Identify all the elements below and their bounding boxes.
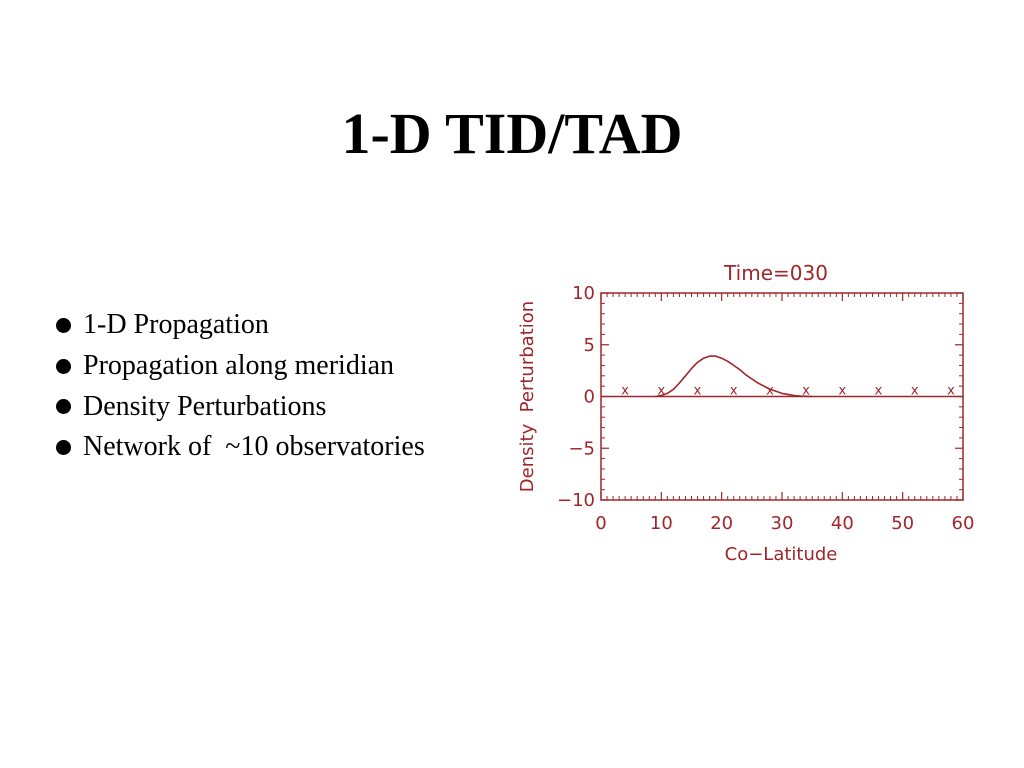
y-tick-label: −10: [557, 490, 595, 511]
x-tick-label: 40: [831, 513, 854, 534]
observatory-marker: x: [947, 383, 955, 398]
y-tick-label: 5: [584, 335, 595, 356]
x-tick-label: 60: [952, 513, 975, 534]
y-tick-label: 10: [572, 283, 595, 304]
bullet-dot-icon: [56, 399, 71, 415]
x-tick-label: 10: [650, 513, 673, 534]
y-tick-label: 0: [584, 387, 595, 408]
x-tick-label: 20: [710, 513, 733, 534]
observatory-marker: x: [875, 383, 883, 398]
chart-y-axis-label: Density Perturbation: [517, 301, 538, 492]
chart-svg: Time=030 Co−Latitude Density Perturbatio…: [517, 261, 974, 565]
x-tick-label: 50: [891, 513, 914, 534]
observatory-marker: x: [838, 383, 846, 398]
observatory-marker: x: [730, 383, 738, 398]
bullet-item: Network of ~10 observatories: [56, 427, 425, 468]
bullet-text: Network of ~10 observatories: [83, 431, 425, 463]
perturbation-curve: [655, 355, 813, 398]
density-chart: Time=030 Co−Latitude Density Perturbatio…: [505, 252, 995, 572]
observatory-marker: x: [694, 383, 702, 398]
bullet-text: Density Perturbations: [83, 390, 327, 422]
bullet-item: 1-D Propagation: [56, 305, 425, 346]
chart-title: Time=030: [723, 261, 828, 285]
x-tick-label: 0: [595, 513, 606, 534]
observatory-marker: x: [911, 383, 919, 398]
bullet-dot-icon: [56, 358, 71, 374]
y-tick-label: −5: [568, 438, 595, 459]
x-tick-label: 30: [771, 513, 794, 534]
bullet-text: Propagation along meridian: [83, 350, 395, 382]
observatory-marker: x: [621, 383, 629, 398]
observatory-marker: x: [766, 383, 774, 398]
bullet-dot-icon: [56, 439, 71, 455]
bullet-list: 1-D Propagation Propagation along meridi…: [56, 305, 425, 468]
bullet-item: Propagation along meridian: [56, 346, 425, 387]
observatory-marker: x: [802, 383, 810, 398]
chart-x-axis-label: Co−Latitude: [725, 544, 838, 565]
bullet-dot-icon: [56, 317, 71, 333]
bullet-text: 1-D Propagation: [83, 309, 269, 341]
slide-title: 1-D TID/TAD: [341, 101, 683, 166]
bullet-item: Density Perturbations: [56, 386, 425, 427]
observatory-marker: x: [657, 383, 665, 398]
